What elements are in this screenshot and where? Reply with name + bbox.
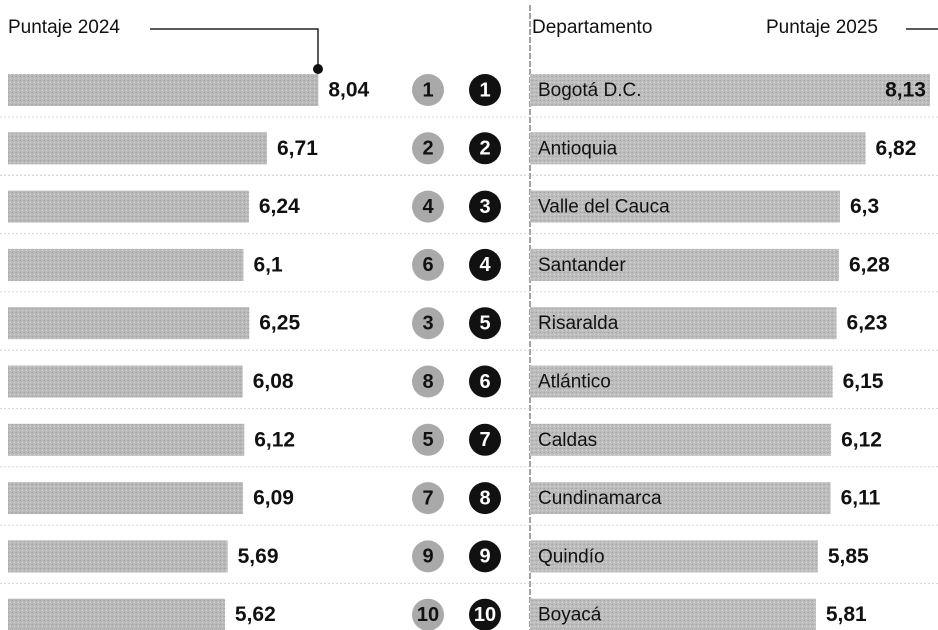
value-label: 6,15 <box>843 370 884 393</box>
rank-2025-badge <box>469 190 501 223</box>
rank-2025-badge <box>469 307 501 340</box>
rank-2024: 2 <box>422 138 433 160</box>
rank-2024: 8 <box>422 371 433 393</box>
rank-2025-badge <box>469 132 501 165</box>
rank-2025: 9 <box>479 546 490 568</box>
bar-texture <box>8 598 225 630</box>
header-2025: Puntaje 2025 <box>766 17 878 38</box>
value-label: 5,81 <box>826 603 867 626</box>
rank-2025: 6 <box>479 371 490 393</box>
rank-2024: 5 <box>422 429 433 451</box>
department: Quindío <box>538 546 605 567</box>
rank-2024-badge <box>412 598 444 630</box>
value-label: 6,28 <box>849 253 890 276</box>
rank-2024-badge <box>412 74 444 106</box>
bar-texture <box>8 423 245 456</box>
value-label: 6,1 <box>253 253 283 276</box>
bar-texture <box>8 190 249 223</box>
value-label: 6,11 <box>841 487 881 510</box>
leader-line <box>150 28 319 68</box>
value-label: 6,23 <box>847 312 888 335</box>
rank-2025: 8 <box>479 487 490 509</box>
rank-2024: 4 <box>422 196 434 218</box>
bar-texture <box>8 248 244 281</box>
value-label: 6,82 <box>876 137 917 160</box>
bar-texture <box>530 482 831 515</box>
header-2024: Puntaje 2024 <box>8 17 120 38</box>
rank-2024: 1 <box>422 79 433 101</box>
bar-texture <box>8 540 228 573</box>
rank-2024: 7 <box>422 487 433 509</box>
rank-2025: 7 <box>479 429 490 451</box>
department: Bogotá D.C. <box>538 80 642 101</box>
bar-texture <box>530 540 818 573</box>
rank-2025: 3 <box>479 196 490 218</box>
rank-2025-badge <box>469 365 501 398</box>
rank-2024-badge <box>412 423 444 456</box>
department: Atlántico <box>538 372 611 393</box>
value-label: 6,25 <box>259 312 300 335</box>
rank-2024: 10 <box>417 604 439 626</box>
bar-texture <box>8 365 243 398</box>
bar-texture <box>530 74 930 106</box>
rank-2025: 10 <box>474 604 496 626</box>
bar-texture <box>530 365 833 398</box>
rank-2024-badge <box>412 248 444 281</box>
department: Cundinamarca <box>538 488 662 509</box>
department: Risaralda <box>538 313 619 334</box>
value-label: 8,13 <box>885 79 926 102</box>
bar-texture <box>8 74 319 106</box>
rank-2024-badge <box>412 132 444 165</box>
value-label: 5,85 <box>828 545 869 568</box>
rank-2024-badge <box>412 540 444 573</box>
value-label: 6,09 <box>253 487 294 510</box>
bar-texture <box>530 248 839 281</box>
bar-texture <box>8 307 250 340</box>
rank-2024: 3 <box>422 312 433 334</box>
value-label: 6,12 <box>254 428 295 451</box>
rank-2025: 2 <box>479 138 490 160</box>
rank-2025-badge <box>469 482 501 515</box>
rank-2024-badge <box>412 307 444 340</box>
header-departamento: Departamento <box>532 17 652 38</box>
value-label: 5,69 <box>238 545 279 568</box>
value-label: 5,62 <box>235 603 276 626</box>
value-label: 6,71 <box>277 137 318 160</box>
bar-texture <box>530 423 832 456</box>
rank-2025-badge <box>469 74 501 106</box>
bar-texture <box>530 598 816 630</box>
bar-texture <box>530 307 837 340</box>
leader-dot <box>313 64 323 74</box>
rank-2024: 9 <box>422 546 433 568</box>
value-label: 6,12 <box>841 428 882 451</box>
rank-2025-badge <box>469 248 501 281</box>
department: Antioquia <box>538 138 618 159</box>
rank-2025-badge <box>469 598 501 630</box>
rank-2024-badge <box>412 365 444 398</box>
bar-texture <box>530 132 866 165</box>
rank-2024-badge <box>412 190 444 223</box>
department: Caldas <box>538 430 597 451</box>
rank-2024: 6 <box>422 254 433 276</box>
department: Valle del Cauca <box>538 197 670 218</box>
value-label: 6,3 <box>850 195 879 218</box>
value-label: 6,08 <box>253 370 294 393</box>
rank-2024-badge <box>412 482 444 515</box>
bar-texture <box>8 482 244 515</box>
department: Boyacá <box>538 605 602 626</box>
bar-texture <box>530 190 840 223</box>
rank-2025: 4 <box>479 254 491 276</box>
rank-2025-badge <box>469 540 501 573</box>
department: Santander <box>538 255 626 276</box>
value-label: 8,04 <box>328 79 369 102</box>
rank-2025: 5 <box>479 312 490 334</box>
rank-2025: 1 <box>479 79 490 101</box>
value-label: 6,24 <box>259 195 300 218</box>
rank-2025-badge <box>469 423 501 456</box>
bar-texture <box>8 132 268 165</box>
